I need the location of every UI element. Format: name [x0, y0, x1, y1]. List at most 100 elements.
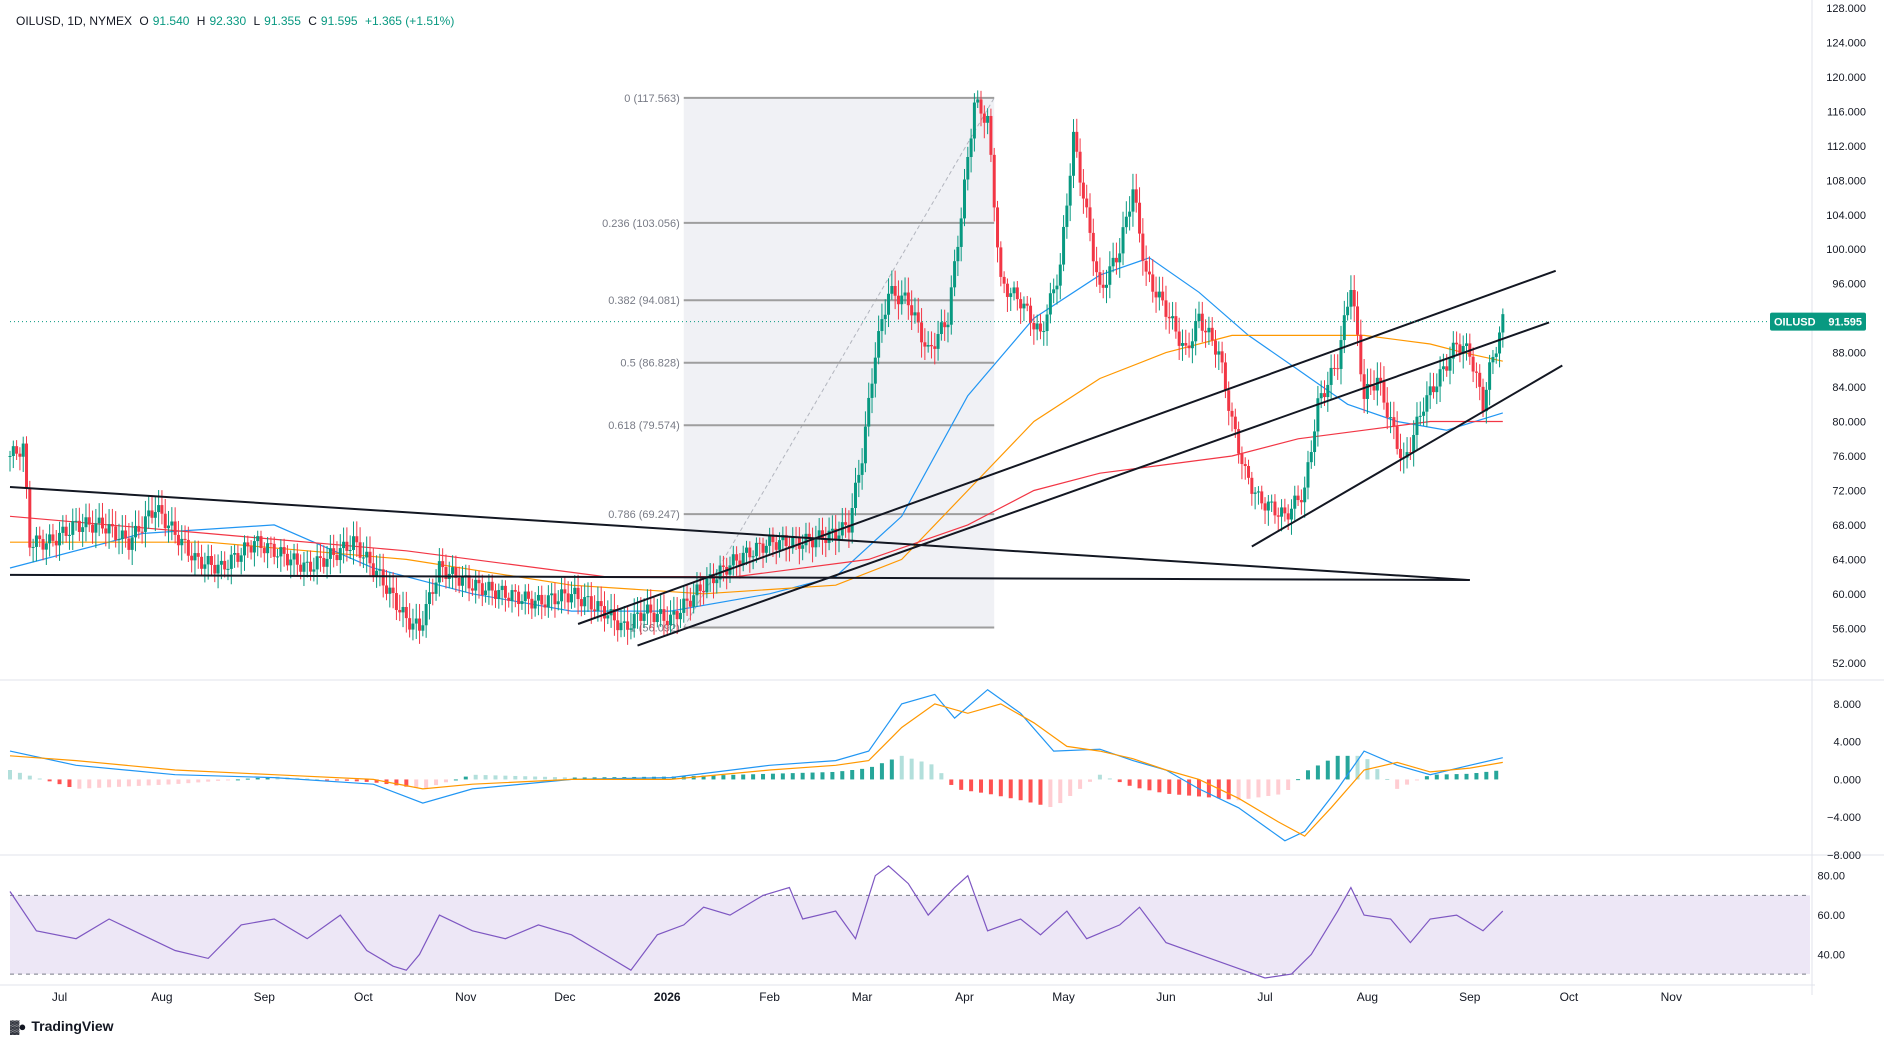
candle-body	[1501, 314, 1505, 333]
candle-body	[893, 286, 897, 296]
candle-body	[1465, 343, 1469, 347]
macd-histogram-bar	[374, 779, 379, 783]
candle-body	[494, 590, 498, 599]
macd-histogram-bar	[176, 779, 181, 784]
candle-body	[688, 600, 692, 607]
candle-body	[54, 540, 58, 546]
candle-body	[1299, 500, 1303, 503]
candle-body	[1167, 316, 1171, 319]
candle-body	[8, 456, 12, 457]
macd-histogram-bar	[354, 779, 359, 782]
time-axis-tick: Jul	[52, 990, 67, 1004]
candle-body	[1336, 368, 1340, 370]
macd-histogram-bar	[919, 761, 924, 780]
candle-body	[553, 593, 557, 605]
candle-body	[850, 508, 854, 533]
macd-histogram-bar	[1157, 779, 1162, 793]
candle-body	[1471, 356, 1475, 372]
candle-body	[1035, 323, 1039, 330]
candle-body	[533, 600, 537, 609]
macd-histogram-bar	[1345, 755, 1350, 780]
macd-histogram-bar	[1385, 778, 1390, 780]
candle-body	[513, 590, 517, 592]
rsi-axis-tick: 60.00	[1817, 910, 1845, 922]
candle-body	[596, 601, 600, 611]
candle-body	[1253, 492, 1257, 494]
macd-histogram-bar	[1424, 776, 1429, 780]
candle-body	[153, 512, 157, 518]
candle-body	[1356, 306, 1360, 335]
candle-body	[411, 623, 415, 630]
macd-histogram-bar	[879, 763, 884, 780]
candle-body	[1025, 303, 1029, 306]
candle-body	[120, 530, 124, 540]
candle-body	[986, 115, 990, 123]
candle-body	[200, 556, 204, 569]
candle-body	[381, 569, 385, 586]
candle-body	[147, 510, 151, 517]
candle-body	[223, 560, 227, 570]
macd-histogram-bar	[255, 777, 260, 780]
candle-body	[1144, 260, 1148, 272]
candle-body	[784, 534, 788, 546]
candle-body	[1379, 377, 1383, 382]
macd-histogram-bar	[97, 779, 102, 788]
candle-body	[626, 621, 630, 630]
fib-level-label: 0.786 (69.247)	[608, 509, 680, 521]
time-axis-tick: Dec	[554, 990, 575, 1004]
candle-body	[1048, 293, 1052, 315]
candle-body	[946, 324, 950, 328]
macd-histogram-bar	[1276, 779, 1281, 795]
candle-body	[870, 383, 874, 398]
candle-body	[97, 517, 101, 524]
candle-body	[1141, 233, 1145, 261]
candle-body	[233, 553, 237, 555]
candle-body	[484, 590, 488, 596]
macd-histogram-bar	[939, 773, 944, 780]
candle-body	[1365, 383, 1369, 399]
candle-body	[659, 609, 663, 614]
candle-body	[173, 521, 177, 535]
price-axis-tick: 112.000	[1827, 141, 1866, 153]
candle-body	[589, 596, 593, 610]
candle-body	[427, 592, 431, 605]
candle-body	[437, 561, 441, 583]
candle-body	[887, 293, 891, 315]
candle-body	[418, 618, 422, 631]
macd-histogram-bar	[810, 772, 815, 780]
symbol-title[interactable]: OILUSD, 1D, NYMEX	[16, 14, 133, 28]
macd-signal-line	[9, 703, 1503, 837]
candle-body	[801, 545, 805, 549]
candle-body	[318, 556, 322, 558]
candle-body	[1412, 434, 1416, 453]
candle-body	[1131, 189, 1135, 212]
candle-body	[1052, 289, 1056, 294]
tradingview-branding[interactable]: ▓● TradingView	[10, 1018, 114, 1034]
candle-body	[758, 542, 762, 544]
candle-body	[745, 547, 749, 553]
candle-body	[1233, 416, 1237, 430]
candle-body	[520, 601, 524, 605]
candle-body	[196, 553, 200, 557]
macd-histogram-bar	[969, 779, 974, 792]
trendline	[577, 269, 1557, 625]
candle-body	[1105, 284, 1109, 288]
candle-body	[1243, 464, 1247, 467]
macd-histogram-bar	[1008, 779, 1013, 799]
time-axis-tick: Sep	[1459, 990, 1481, 1004]
rsi-band	[10, 895, 1810, 975]
candle-body	[741, 552, 745, 566]
candle-body	[867, 397, 871, 427]
macd-histogram-bar	[1137, 779, 1142, 789]
candle-body	[1349, 290, 1353, 307]
macd-histogram-bar	[1097, 774, 1102, 780]
macd-histogram-bar	[552, 777, 557, 780]
macd-histogram-bar	[463, 776, 468, 780]
candle-body	[939, 322, 943, 335]
candle-body	[563, 589, 567, 594]
candle-body	[1415, 416, 1419, 435]
candle-body	[28, 488, 32, 548]
candle-body	[979, 99, 983, 114]
candle-body	[1157, 291, 1161, 298]
